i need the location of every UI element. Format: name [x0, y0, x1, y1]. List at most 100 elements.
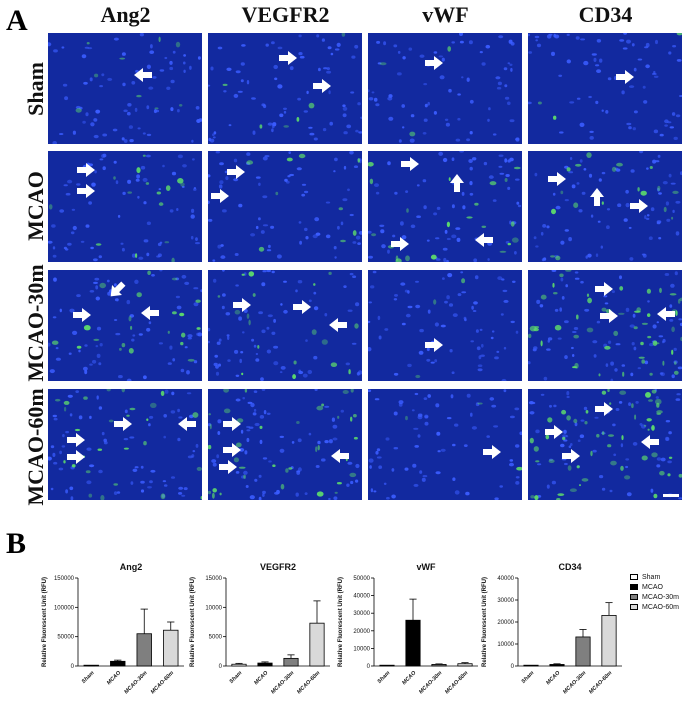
- nucleus: [301, 183, 307, 186]
- arrow-marker: [641, 435, 659, 449]
- nucleus: [158, 188, 162, 191]
- nucleus: [639, 151, 644, 154]
- nucleus: [295, 492, 299, 497]
- nucleus: [350, 91, 355, 94]
- nucleus: [415, 280, 419, 283]
- nucleus: [72, 330, 78, 335]
- nucleus: [340, 221, 344, 226]
- nucleus: [262, 270, 267, 273]
- nucleus: [678, 318, 682, 321]
- nucleus: [546, 34, 552, 39]
- nucleus: [514, 251, 517, 255]
- nucleus: [48, 342, 51, 347]
- nucleus: [380, 229, 385, 234]
- nucleus: [333, 170, 336, 173]
- nucleus: [234, 349, 239, 354]
- nucleus: [298, 34, 302, 38]
- nucleus: [89, 363, 93, 366]
- nucleus: [637, 58, 643, 61]
- nucleus: [583, 168, 587, 171]
- nucleus: [178, 492, 183, 495]
- nucleus: [618, 401, 623, 404]
- nucleus: [405, 190, 409, 193]
- green-signal: [51, 340, 59, 345]
- green-signal: [330, 362, 338, 367]
- nucleus: [184, 346, 188, 349]
- nucleus: [260, 377, 264, 381]
- nucleus: [78, 349, 81, 353]
- green-signal: [477, 402, 483, 405]
- green-signal: [510, 221, 515, 227]
- x-tick-label: MCAO-30m: [270, 670, 295, 695]
- nucleus: [227, 335, 230, 340]
- nucleus: [617, 203, 622, 207]
- green-signal: [369, 178, 374, 185]
- nucleus: [107, 77, 113, 81]
- nucleus: [235, 70, 241, 74]
- nucleus: [643, 100, 648, 104]
- nucleus: [52, 452, 56, 457]
- nucleus: [465, 491, 470, 496]
- nucleus: [507, 62, 511, 65]
- nucleus: [317, 440, 321, 445]
- nucleus: [309, 132, 315, 136]
- nucleus: [271, 331, 276, 335]
- nucleus: [470, 412, 473, 417]
- nucleus: [590, 214, 594, 218]
- nucleus: [515, 178, 520, 181]
- green-signal: [192, 412, 199, 418]
- green-signal: [620, 465, 624, 471]
- nucleus: [279, 448, 285, 453]
- nucleus: [435, 237, 440, 240]
- nucleus: [542, 224, 547, 228]
- green-signal: [447, 46, 451, 52]
- nucleus: [423, 397, 428, 400]
- nucleus: [261, 282, 266, 287]
- green-signal: [196, 466, 202, 471]
- nucleus: [146, 221, 151, 226]
- nucleus: [163, 435, 166, 439]
- nucleus: [546, 348, 551, 351]
- nucleus: [528, 101, 532, 105]
- nucleus: [676, 59, 682, 62]
- bar-mcao-30m: [575, 636, 591, 667]
- nucleus: [499, 172, 505, 175]
- nucleus: [492, 133, 497, 136]
- nucleus: [129, 139, 134, 143]
- green-signal: [446, 221, 450, 228]
- green-signal: [212, 488, 217, 493]
- nucleus: [187, 337, 192, 340]
- nucleus: [501, 278, 505, 281]
- green-signal: [613, 330, 619, 336]
- nucleus: [349, 272, 354, 276]
- nucleus: [143, 239, 149, 243]
- x-tick-label: Sham: [521, 670, 536, 685]
- nucleus: [430, 361, 435, 364]
- nucleus: [391, 494, 396, 499]
- nucleus: [539, 304, 544, 308]
- nucleus: [130, 481, 134, 485]
- nucleus: [68, 352, 72, 355]
- green-signal: [165, 185, 171, 191]
- green-signal: [677, 299, 681, 304]
- green-signal: [94, 73, 99, 78]
- nucleus: [625, 189, 629, 194]
- green-signal: [338, 207, 343, 211]
- nucleus: [53, 277, 57, 282]
- nucleus: [151, 274, 155, 277]
- green-signal: [156, 191, 161, 195]
- nucleus: [332, 437, 338, 441]
- green-signal: [223, 408, 231, 414]
- nucleus: [664, 124, 668, 127]
- nucleus: [418, 350, 424, 355]
- green-signal: [208, 413, 211, 416]
- bar-mcao: [405, 619, 421, 667]
- nucleus: [52, 316, 57, 319]
- nucleus: [383, 482, 387, 485]
- nucleus: [459, 40, 464, 44]
- nucleus: [304, 492, 308, 495]
- nucleus: [576, 182, 580, 185]
- micrograph-image: [208, 151, 362, 262]
- nucleus: [122, 82, 126, 87]
- arrow-marker: [590, 188, 604, 206]
